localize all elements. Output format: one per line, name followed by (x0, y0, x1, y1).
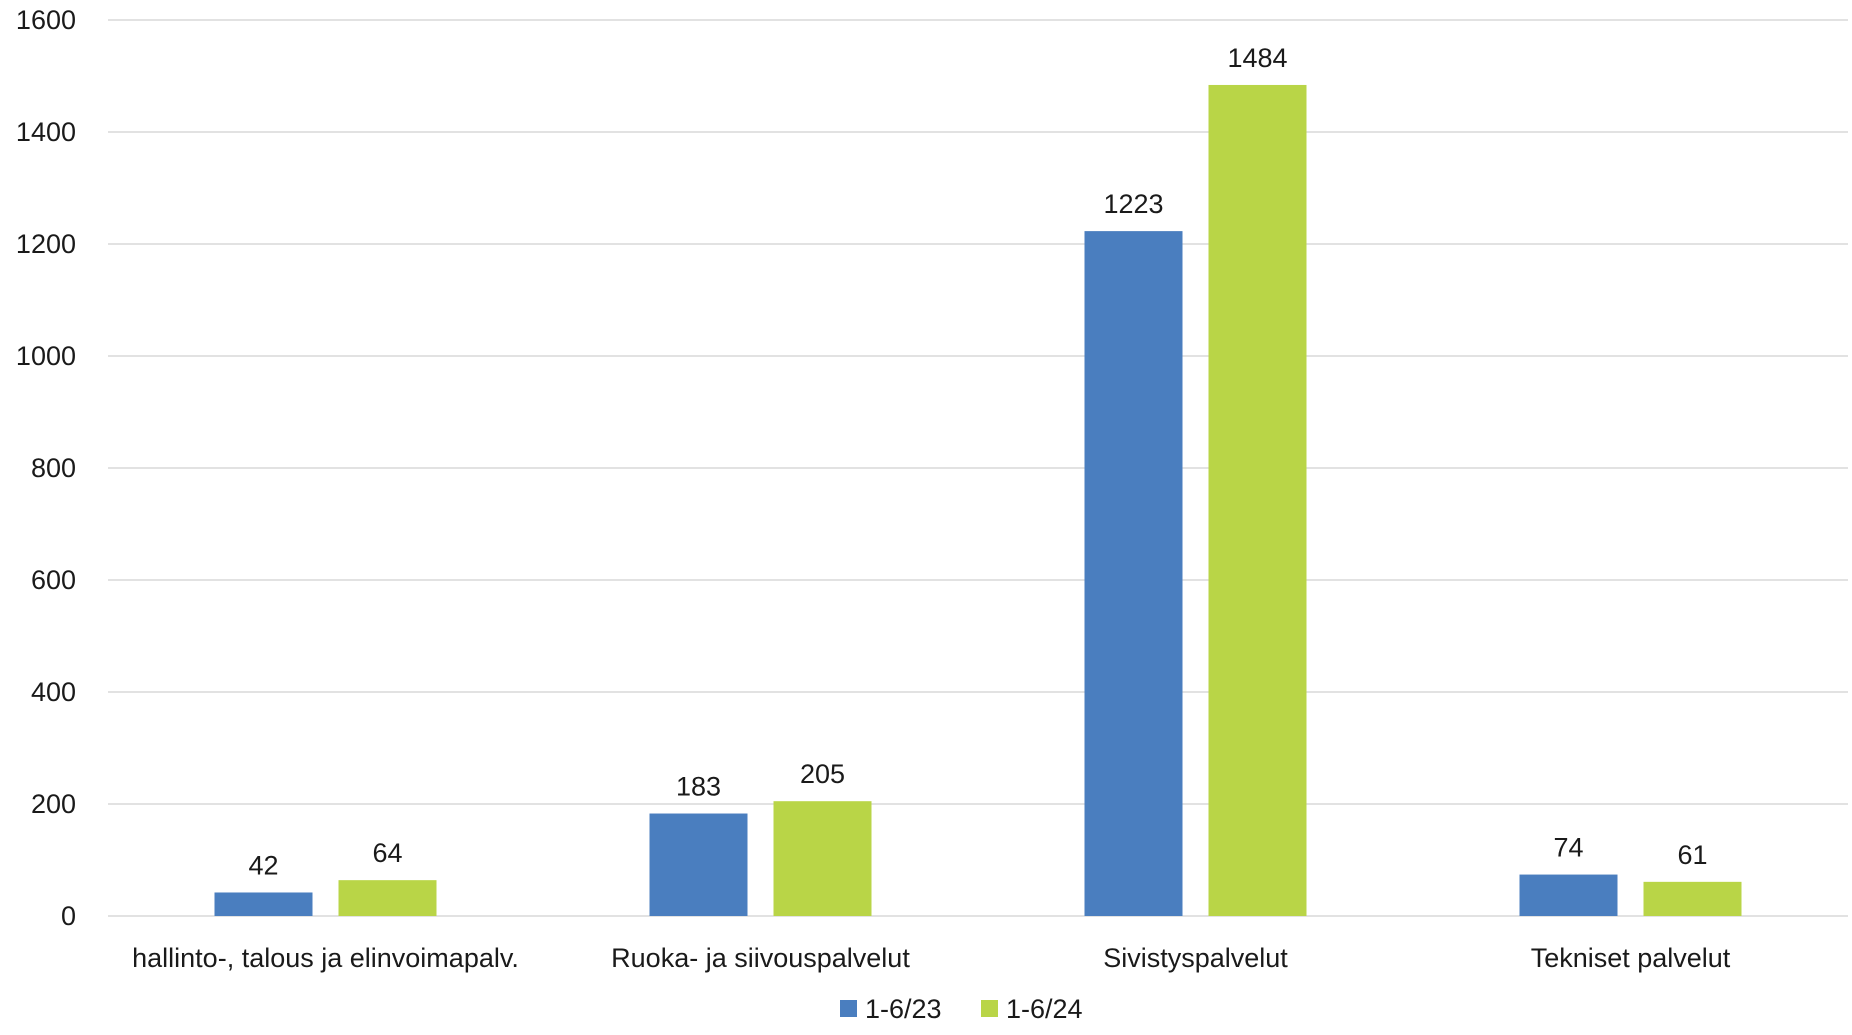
legend-swatch (981, 1000, 998, 1017)
legend-swatch (840, 1000, 857, 1017)
data-label: 42 (248, 850, 278, 880)
data-label: 1484 (1227, 43, 1287, 73)
y-tick-label: 1000 (16, 341, 76, 371)
y-axis-tick-labels: 0 200 400 600 800 1000 1200 1400 1600 (16, 5, 76, 931)
data-label: 1223 (1103, 189, 1163, 219)
data-label: 64 (372, 838, 402, 868)
y-tick-label: 0 (61, 901, 76, 931)
legend-label: 1-6/24 (1006, 994, 1083, 1024)
data-label: 205 (800, 759, 845, 789)
x-axis-category-labels: hallinto-, talous ja elinvoimapalv. Ruoka… (132, 943, 1731, 973)
bar (1519, 874, 1618, 916)
data-labels: 42 64 183 205 1223 1484 74 61 (248, 43, 1707, 881)
bar (773, 801, 872, 916)
bar (649, 813, 748, 916)
y-tick-label: 1600 (16, 5, 76, 35)
category-label: hallinto-, talous ja elinvoimapalv. (132, 943, 519, 973)
category-label: Tekniset palvelut (1531, 943, 1731, 973)
y-tick-label: 200 (31, 789, 76, 819)
y-tick-label: 400 (31, 677, 76, 707)
y-tick-label: 600 (31, 565, 76, 595)
bar (1084, 231, 1183, 916)
bar (1208, 84, 1307, 916)
bars (214, 84, 1742, 916)
y-tick-label: 1400 (16, 117, 76, 147)
data-label: 183 (676, 772, 721, 802)
bar (338, 880, 437, 916)
legend: 1-6/23 1-6/24 (840, 994, 1083, 1024)
category-label: Sivistyspalvelut (1103, 943, 1288, 973)
bar (214, 892, 313, 916)
gridlines (108, 19, 1848, 917)
y-tick-label: 1200 (16, 229, 76, 259)
bar (1643, 881, 1742, 916)
data-label: 61 (1677, 840, 1707, 870)
data-label: 74 (1553, 833, 1583, 863)
category-label: Ruoka- ja siivouspalvelut (611, 943, 910, 973)
y-tick-label: 800 (31, 453, 76, 483)
legend-label: 1-6/23 (865, 994, 942, 1024)
